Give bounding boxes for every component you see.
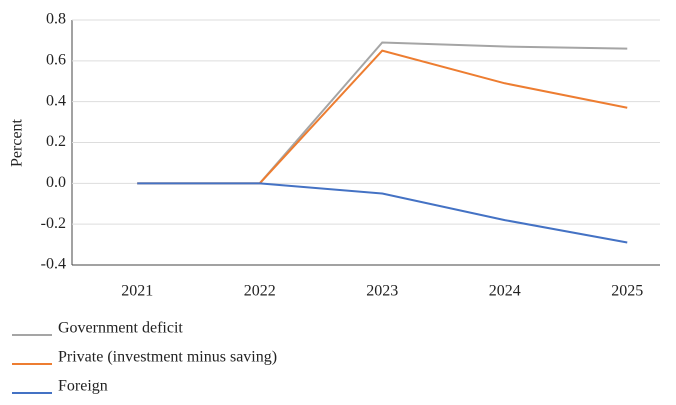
legend-label: Private (investment minus saving) [58,349,277,366]
y-tick-label: -0.4 [41,256,66,273]
x-tick-label: 2024 [489,283,521,300]
x-tick-label: 2022 [244,283,276,300]
x-tick-label: 2023 [366,283,398,300]
legend-label: Foreign [58,378,108,395]
y-tick-label: -0.2 [41,215,66,232]
y-tick-label: 0.0 [46,174,66,191]
y-axis-label: Percent [9,118,26,167]
x-tick-label: 2021 [121,283,153,300]
series-line [137,49,628,185]
y-tick-label: 0.8 [46,11,66,28]
y-tick-label: 0.4 [46,92,66,109]
legend-label: Government deficit [58,320,183,337]
x-tick-label: 2025 [611,283,643,300]
y-tick-label: 0.2 [46,133,66,150]
y-tick-label: 0.6 [46,52,66,69]
series-line [137,182,628,244]
series-line [137,41,628,185]
